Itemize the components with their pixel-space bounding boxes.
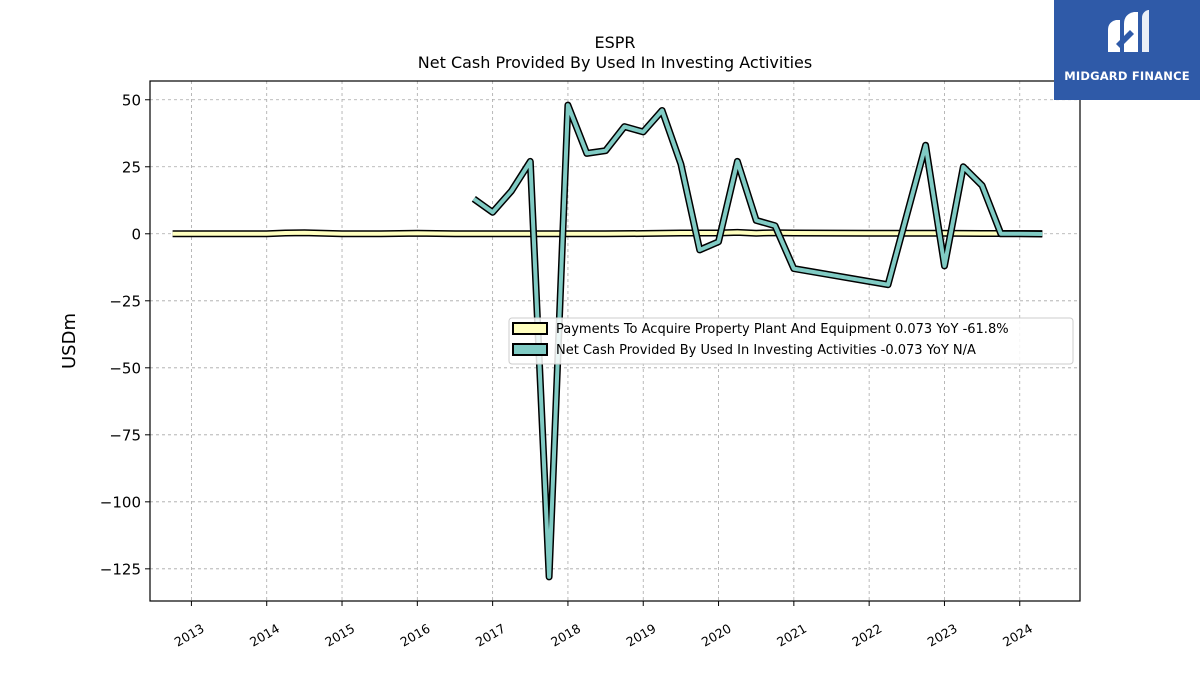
x-tick-label: 2019 <box>623 621 658 650</box>
series-net-cash-line <box>471 101 1043 581</box>
series-payments-line-stroke <box>172 230 1043 236</box>
x-tick-label: 2021 <box>774 621 809 650</box>
x-tick-label: 2024 <box>1000 621 1035 650</box>
x-tick-label: 2016 <box>398 621 433 650</box>
series-payments-line <box>172 228 1043 238</box>
y-tick-label: 25 <box>122 158 141 176</box>
y-tick-label: 0 <box>131 225 141 243</box>
y-tick-label: −75 <box>109 426 141 444</box>
chart-subtitle: Net Cash Provided By Used In Investing A… <box>418 53 812 72</box>
x-tick-label: 2023 <box>925 621 960 650</box>
series-layer <box>172 101 1043 581</box>
plot-frame <box>149 80 1081 602</box>
legend-label-net-cash: Net Cash Provided By Used In Investing A… <box>556 343 976 358</box>
y-tick-label: −50 <box>109 359 141 377</box>
x-tick-label: 2020 <box>699 621 734 650</box>
legend-swatch-payments <box>512 322 548 335</box>
y-tick-label: −125 <box>100 560 141 578</box>
y-tick-label: −25 <box>109 292 141 310</box>
chart-title: ESPR <box>594 33 635 52</box>
legend-box <box>508 317 1074 365</box>
y-axis-label: USDm <box>59 313 80 369</box>
series-net-cash-line-stroke <box>472 103 1043 579</box>
x-tick-label: 2017 <box>473 621 508 650</box>
midgard-finance-logo: MIDGARD FINANCE <box>1054 0 1200 100</box>
y-axis: 50 25 0 −25 −50 −75 −100 −125 <box>100 91 150 578</box>
x-tick-label: 2022 <box>849 621 884 650</box>
x-tick-label: 2015 <box>322 621 357 650</box>
y-tick-label: 50 <box>122 91 141 109</box>
legend: Payments To Acquire Property Plant And E… <box>508 317 1074 365</box>
logo-text: MIDGARD FINANCE <box>1064 69 1190 83</box>
x-tick-label: 2018 <box>548 621 583 650</box>
y-tick-label: −100 <box>100 493 141 511</box>
legend-swatch-net-cash <box>512 343 548 356</box>
legend-label-payments: Payments To Acquire Property Plant And E… <box>556 322 1009 337</box>
x-axis: 2013 2014 2015 2016 2017 2018 2019 2020 2021 2022… <box>172 601 1035 650</box>
x-tick-label: 2013 <box>172 621 207 650</box>
logo-mark-icon <box>1108 10 1149 52</box>
x-tick-label: 2014 <box>247 621 282 650</box>
